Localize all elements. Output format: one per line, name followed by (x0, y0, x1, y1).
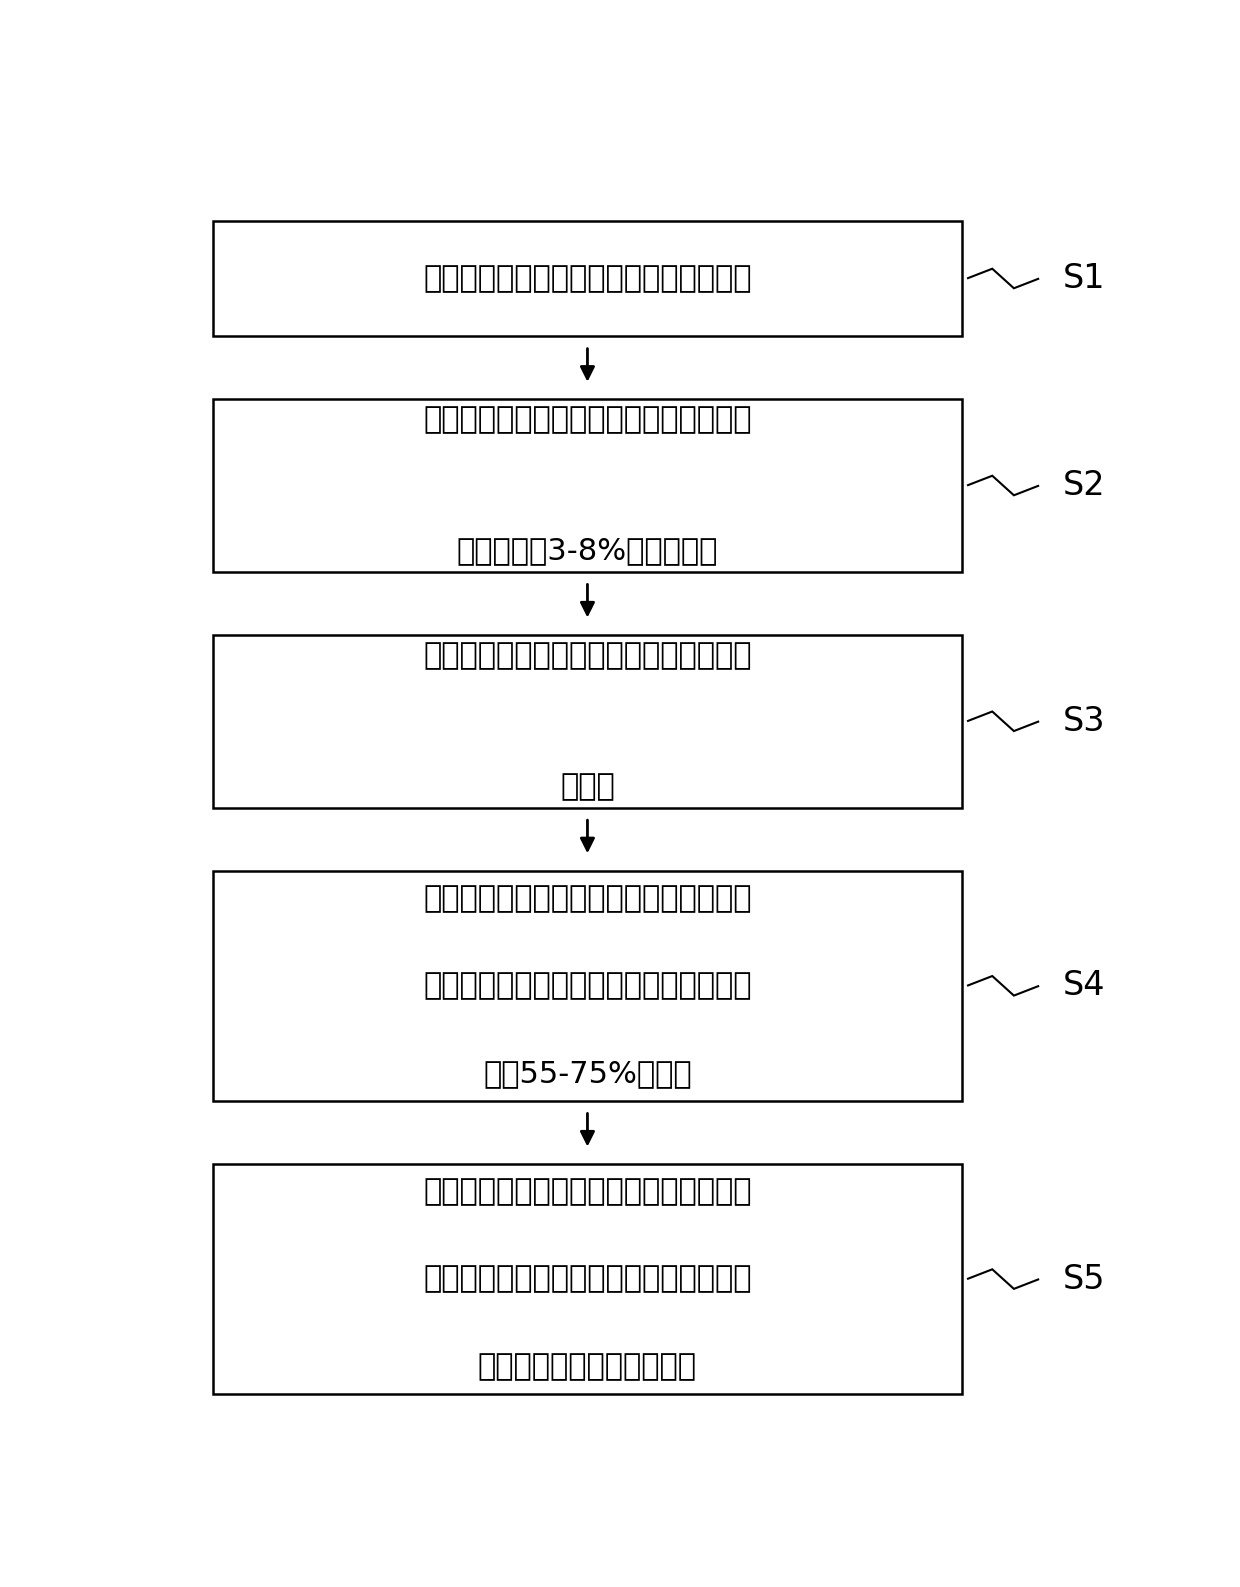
Text: 成固含量为3-8%的导电胶液: 成固含量为3-8%的导电胶液 (456, 536, 718, 565)
Bar (213, 635, 962, 808)
Bar (213, 400, 962, 571)
Text: 将部分所述导电胶液加入所述湿粉体中，: 将部分所述导电胶液加入所述湿粉体中， (423, 884, 751, 913)
Text: 量为55-75%的浆料: 量为55-75%的浆料 (484, 1059, 692, 1087)
Text: S3: S3 (1063, 705, 1106, 738)
Bar (213, 871, 962, 1101)
Text: 湿粉体: 湿粉体 (560, 773, 615, 801)
Text: 所述浆料中，真空下高速搅拌以混合均匀: 所述浆料中，真空下高速搅拌以混合均匀 (423, 1265, 751, 1293)
Text: S2: S2 (1063, 470, 1106, 501)
Text: 在真空下高速搅拌，混合均匀，形成固含: 在真空下高速搅拌，混合均匀，形成固含 (423, 971, 751, 1000)
Text: 往所述混合粉体中加入部分溶剂，混合形: 往所述混合粉体中加入部分溶剂，混合形 (423, 405, 751, 435)
Bar (213, 1165, 962, 1393)
Text: S5: S5 (1063, 1263, 1106, 1295)
Text: 将剩余的所述导电胶液和剩余的溶剂加入: 将剩余的所述导电胶液和剩余的溶剂加入 (423, 1178, 751, 1206)
Text: S1: S1 (1063, 262, 1106, 295)
Text: 将粘结剂和导电剂低速混合形成混合粉体: 将粘结剂和导电剂低速混合形成混合粉体 (423, 263, 751, 294)
Text: S4: S4 (1063, 970, 1106, 1003)
Text: ，形成锂离子电池正极浆料: ，形成锂离子电池正极浆料 (477, 1352, 697, 1381)
Bar (213, 221, 962, 336)
Text: 将磷酸铁锂粉体和部分溶剂低速混合形成: 将磷酸铁锂粉体和部分溶剂低速混合形成 (423, 641, 751, 670)
